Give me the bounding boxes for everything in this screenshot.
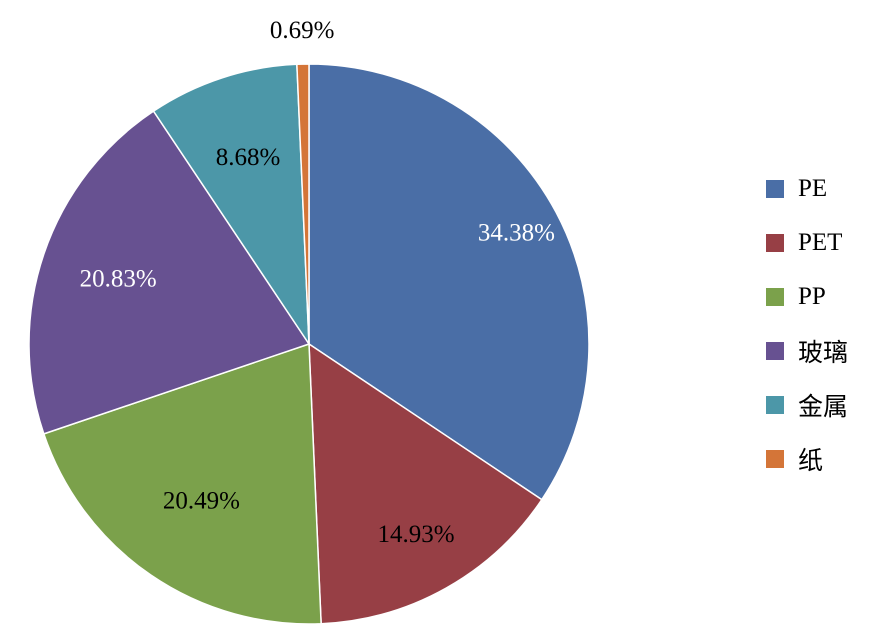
pie-data-label-0: 34.38% <box>478 220 555 247</box>
chart-legend: PE PET PP 玻璃金属纸 <box>766 162 848 486</box>
legend-swatch-4 <box>766 396 784 414</box>
legend-item-2: PP <box>766 270 848 324</box>
legend-item-5: 纸 <box>766 432 848 486</box>
legend-swatch-3 <box>766 342 784 360</box>
pie-data-labels: 34.38% 14.93% 20.49% 20.83% 8.68% 0.69% <box>80 17 555 548</box>
pie-data-label-5: 0.69% <box>270 17 335 44</box>
pie-slices <box>28 63 590 625</box>
pie-slice-3 <box>28 110 311 435</box>
legend-label-2: PP <box>798 283 826 310</box>
pie-data-label-4: 8.68% <box>216 144 281 171</box>
legend-label-5: 纸 <box>798 448 824 475</box>
pie-data-label-1: 14.93% <box>378 521 455 548</box>
pie-slice-4 <box>152 63 310 347</box>
pie-slice-2 <box>42 342 322 625</box>
pie-slice-5 <box>296 63 310 345</box>
pie-data-label-3: 20.83% <box>80 266 157 293</box>
legend-swatch-5 <box>766 450 784 468</box>
legend-label-1: PET <box>798 229 843 256</box>
legend-item-0: PE <box>766 162 848 216</box>
legend-label-0: PE <box>798 175 828 202</box>
legend-label-3: 玻璃 <box>798 340 849 367</box>
legend-item-4: 金属 <box>766 378 848 432</box>
legend-item-3: 玻璃 <box>766 324 848 378</box>
pie-data-label-2: 20.49% <box>163 488 240 515</box>
pie-slice-1 <box>308 342 543 625</box>
legend-item-1: PET <box>766 216 848 270</box>
legend-swatch-2 <box>766 288 784 306</box>
legend-label-4: 金属 <box>798 394 849 421</box>
legend-swatch-1 <box>766 234 784 252</box>
legend-swatch-0 <box>766 180 784 198</box>
